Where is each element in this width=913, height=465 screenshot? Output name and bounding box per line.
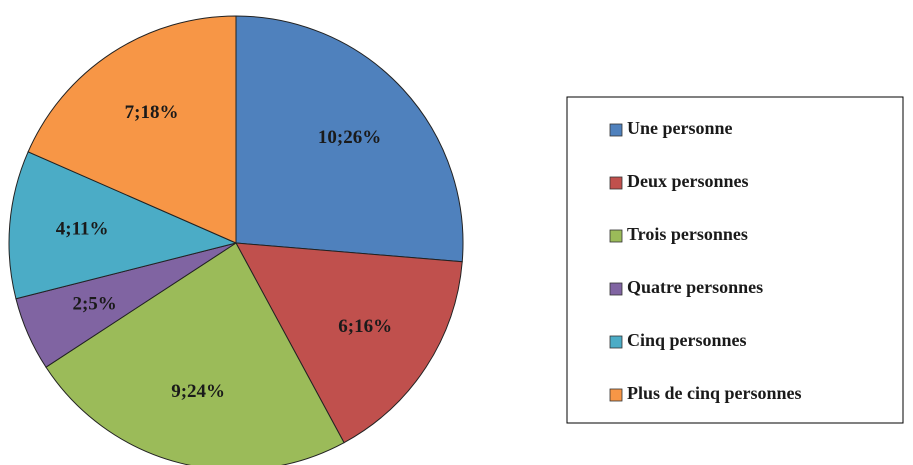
data-label: 10;26% <box>318 127 381 148</box>
legend-box <box>566 96 904 424</box>
legend-label: Trois personnes <box>627 224 748 244</box>
legend-label: Quatre personnes <box>627 277 763 297</box>
data-label: 9;24% <box>171 381 225 402</box>
legend-swatch <box>609 388 623 402</box>
pie-slice <box>235 15 464 263</box>
legend-label: Cinq personnes <box>627 330 747 350</box>
legend-swatch <box>609 335 623 349</box>
legend-swatch <box>609 282 623 296</box>
legend-swatch <box>609 123 623 137</box>
data-label: 6;16% <box>338 316 392 337</box>
data-label: 7;18% <box>125 102 179 123</box>
data-label: 2;5% <box>72 293 116 314</box>
legend-label: Une personne <box>627 118 733 138</box>
pie-slice <box>45 242 345 465</box>
legend-label: Deux personnes <box>627 171 749 191</box>
pie-slice <box>235 242 463 444</box>
pie-slice <box>8 151 238 300</box>
legend-label: Plus de cinq personnes <box>627 383 802 403</box>
pie-slice <box>27 15 237 244</box>
data-label: 4;11% <box>56 219 109 240</box>
legend-swatch <box>609 229 623 243</box>
legend-swatch <box>609 176 623 190</box>
